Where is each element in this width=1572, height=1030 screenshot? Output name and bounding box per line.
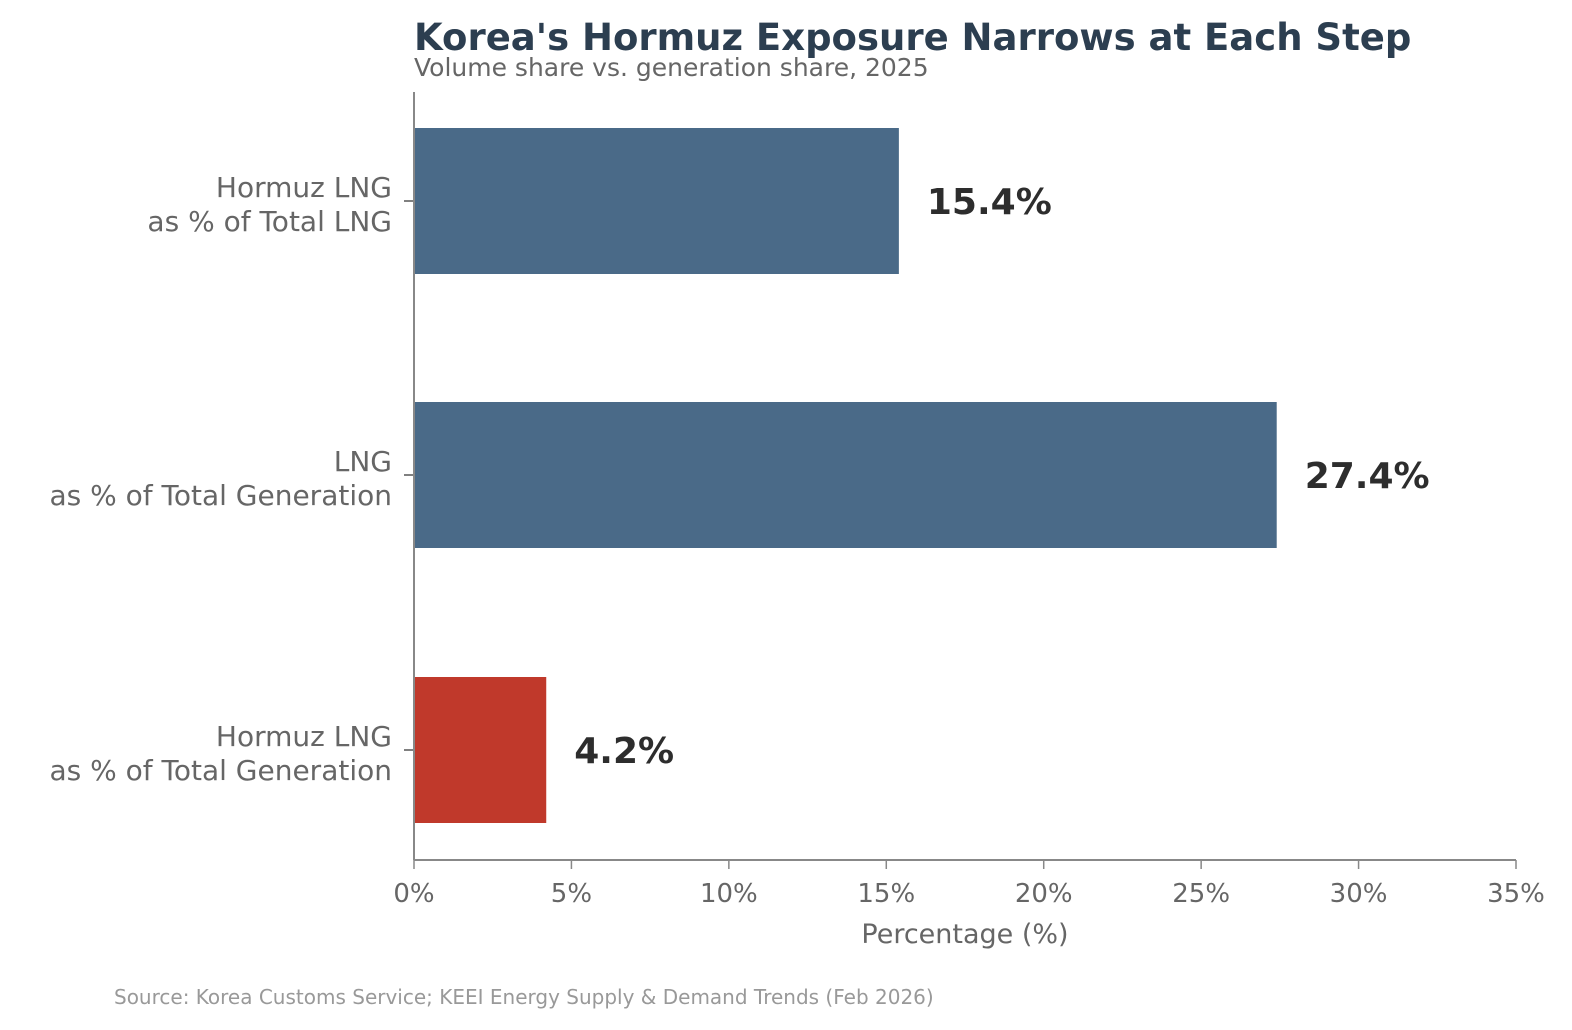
value-label-0: 15.4% — [927, 182, 1052, 223]
category-label-0-line-0: Hormuz LNG — [216, 171, 392, 204]
x-tick-label-5: 25% — [1172, 879, 1230, 909]
x-tick-label-7: 35% — [1487, 879, 1545, 909]
x-tick-label-3: 15% — [857, 879, 915, 909]
x-axis-title: Percentage (%) — [861, 919, 1068, 950]
bar-0 — [415, 128, 899, 274]
category-label-2: Hormuz LNG as % of Total Generation — [49, 720, 392, 787]
category-label-1-line-0: LNG — [334, 445, 392, 478]
x-axis: 0% 5% 10% 15% 20% 25% 30% 35% — [393, 92, 1545, 909]
x-tick-label-4: 20% — [1015, 879, 1073, 909]
category-label-1: LNG as % of Total Generation — [49, 445, 392, 512]
chart-title: Korea's Hormuz Exposure Narrows at Each … — [414, 16, 1411, 59]
x-tick-label-6: 30% — [1330, 879, 1388, 909]
x-tick-label-0: 0% — [393, 879, 434, 909]
category-label-0: Hormuz LNG as % of Total LNG — [147, 171, 392, 238]
bar-2 — [415, 677, 547, 823]
category-label-1-line-1: as % of Total Generation — [49, 479, 392, 512]
category-label-2-line-0: Hormuz LNG — [216, 720, 392, 753]
value-label-1: 27.4% — [1305, 456, 1430, 497]
source-note: Source: Korea Customs Service; KEEI Ener… — [114, 985, 934, 1009]
category-label-2-line-1: as % of Total Generation — [49, 754, 392, 787]
bar-1 — [415, 402, 1277, 548]
category-label-0-line-1: as % of Total LNG — [147, 205, 392, 238]
x-tick-label-1: 5% — [551, 879, 592, 909]
chart-subtitle: Volume share vs. generation share, 2025 — [414, 53, 929, 82]
bars-group — [415, 128, 1277, 823]
value-label-2: 4.2% — [574, 731, 674, 772]
x-tick-label-2: 10% — [700, 879, 758, 909]
value-labels-group: 15.4% 27.4% 4.2% — [574, 182, 1429, 772]
